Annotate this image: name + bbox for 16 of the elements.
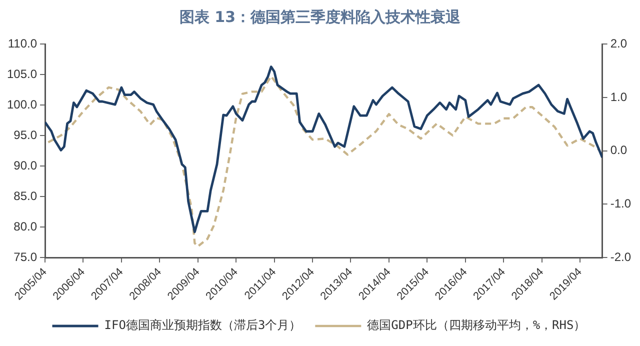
y-tick-label: 110.0 <box>8 36 38 51</box>
legend-label: IFO德国商业预期指数（滞后3个月） <box>104 318 302 332</box>
y2-tick-label: 2.0 <box>610 36 628 51</box>
y-tick-label: 75.0 <box>14 250 38 264</box>
y2-tick-label: -2.0 <box>610 250 632 264</box>
chart-title: 图表 13：德国第三季度料陷入技术性衰退 <box>178 7 462 28</box>
y2-tick-label: 0.0 <box>610 143 628 158</box>
y-tick-label: 85.0 <box>14 188 38 203</box>
y-tick-label: 95.0 <box>14 128 38 142</box>
y-tick-label: 90.0 <box>14 158 38 172</box>
y2-tick-label: -1.0 <box>610 196 632 211</box>
y2-tick-label: 1.0 <box>610 90 628 104</box>
y-tick-label: 105.0 <box>7 66 38 81</box>
legend-label: 德国GDP环比（四期移动平均，%，RHS） <box>367 318 586 332</box>
y-tick-label: 80.0 <box>14 219 38 234</box>
y-tick-label: 100.0 <box>7 97 38 112</box>
